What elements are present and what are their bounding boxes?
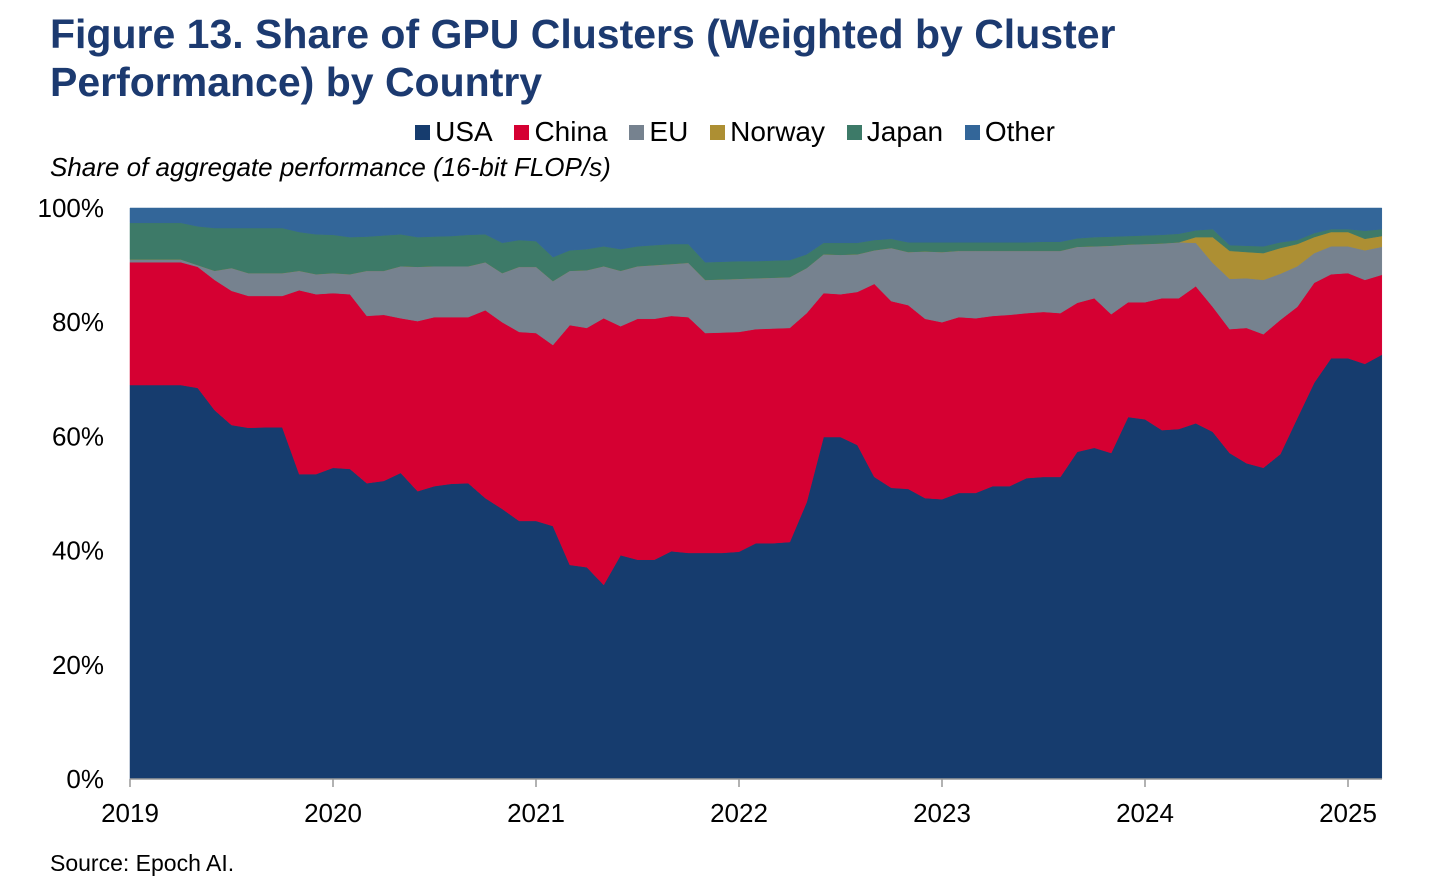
legend-swatch-other [964, 125, 980, 140]
legend-label-china: China [534, 116, 608, 147]
y-tick-label: 40% [52, 536, 104, 566]
legend-item-japan: Japan [846, 116, 944, 148]
legend-item-other: Other [964, 116, 1055, 148]
legend: USA China EU Norway Japan Other [0, 116, 1434, 148]
legend-item-china: China [514, 116, 608, 148]
legend-swatch-eu [629, 125, 645, 140]
chart-title: Figure 13. Share of GPU Clusters (Weight… [50, 11, 1116, 105]
x-tick-label: 2021 [507, 798, 565, 828]
legend-label-japan: Japan [866, 116, 944, 147]
y-tick-label: 60% [52, 421, 104, 451]
x-tick-label: 2023 [913, 798, 971, 828]
y-tick-label: 80% [52, 307, 104, 337]
legend-swatch-norway [710, 125, 726, 140]
legend-swatch-china [514, 125, 530, 140]
legend-swatch-japan [846, 125, 862, 140]
legend-swatch-usa [415, 125, 431, 140]
y-tick-label: 100% [38, 193, 105, 223]
legend-item-eu: EU [629, 116, 688, 148]
x-tick-label: 2019 [101, 798, 159, 828]
legend-item-norway: Norway [710, 116, 825, 148]
x-tick-label: 2020 [304, 798, 362, 828]
x-tick-label: 2022 [710, 798, 768, 828]
area-other [129, 207, 1383, 263]
y-axis-title: Share of aggregate performance (16-bit F… [50, 152, 611, 182]
x-tick-label: 2025 [1319, 798, 1377, 828]
source-note: Source: Epoch AI. [50, 850, 235, 876]
legend-label-norway: Norway [730, 116, 826, 147]
legend-label-eu: EU [649, 116, 689, 147]
x-tick-label: 2024 [1116, 798, 1174, 828]
y-tick-label: 0% [66, 764, 104, 794]
legend-label-usa: USA [435, 116, 493, 147]
y-tick-label: 20% [52, 650, 104, 680]
legend-item-usa: USA [415, 116, 493, 148]
legend-label-other: Other [984, 116, 1055, 147]
